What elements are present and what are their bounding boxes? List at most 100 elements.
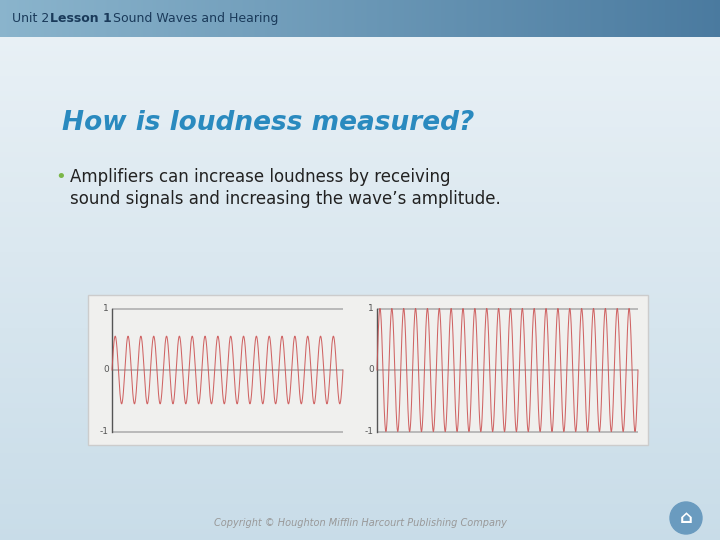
Bar xyxy=(230,0,231,37)
Bar xyxy=(380,0,381,37)
Bar xyxy=(674,0,675,37)
Bar xyxy=(313,0,314,37)
Bar xyxy=(717,0,718,37)
Bar xyxy=(276,0,277,37)
Bar xyxy=(437,0,438,37)
Text: Copyright © Houghton Mifflin Harcourt Publishing Company: Copyright © Houghton Mifflin Harcourt Pu… xyxy=(214,518,506,528)
Bar xyxy=(365,0,366,37)
Bar xyxy=(355,0,356,37)
Bar xyxy=(396,0,397,37)
Bar xyxy=(206,0,207,37)
Bar xyxy=(36,0,37,37)
Bar xyxy=(306,0,307,37)
Bar xyxy=(579,0,580,37)
Bar xyxy=(242,0,243,37)
Bar xyxy=(58,0,59,37)
Bar xyxy=(0,273,720,279)
Bar xyxy=(391,0,392,37)
Bar xyxy=(90,0,91,37)
Bar xyxy=(148,0,149,37)
Bar xyxy=(284,0,285,37)
Bar xyxy=(576,0,577,37)
Bar xyxy=(655,0,656,37)
Bar xyxy=(554,0,555,37)
Bar xyxy=(533,0,534,37)
Bar xyxy=(0,409,720,414)
Bar xyxy=(287,0,288,37)
Bar xyxy=(508,0,509,37)
Bar xyxy=(223,0,224,37)
Bar xyxy=(140,0,141,37)
Bar xyxy=(455,0,456,37)
Bar xyxy=(0,258,720,264)
Bar xyxy=(81,0,82,37)
Bar xyxy=(0,399,720,404)
Bar xyxy=(525,0,526,37)
Bar xyxy=(696,0,697,37)
Bar xyxy=(719,0,720,37)
Bar xyxy=(716,0,717,37)
Bar xyxy=(0,268,720,273)
Bar xyxy=(687,0,688,37)
Bar xyxy=(0,319,720,323)
Bar xyxy=(501,0,502,37)
Bar xyxy=(293,0,294,37)
Bar xyxy=(459,0,460,37)
Bar xyxy=(254,0,255,37)
Bar xyxy=(0,127,720,133)
Bar xyxy=(232,0,233,37)
Bar xyxy=(590,0,591,37)
Bar xyxy=(483,0,484,37)
Bar xyxy=(494,0,495,37)
Bar xyxy=(0,52,720,57)
Bar xyxy=(114,0,115,37)
Bar xyxy=(155,0,156,37)
Bar xyxy=(282,0,283,37)
Bar xyxy=(408,0,409,37)
Bar xyxy=(249,0,250,37)
Bar xyxy=(0,143,720,147)
Bar xyxy=(49,0,50,37)
Bar xyxy=(343,0,344,37)
Text: How is loudness measured?: How is loudness measured? xyxy=(62,110,474,136)
Bar xyxy=(277,0,278,37)
Bar xyxy=(660,0,661,37)
Bar xyxy=(0,163,720,168)
Bar xyxy=(530,0,531,37)
Bar xyxy=(645,0,646,37)
Bar xyxy=(464,0,465,37)
Bar xyxy=(652,0,653,37)
Bar xyxy=(281,0,282,37)
Bar xyxy=(0,419,720,424)
Bar xyxy=(597,0,598,37)
Bar xyxy=(669,0,670,37)
Bar xyxy=(414,0,415,37)
Bar xyxy=(514,0,515,37)
Text: ⌂: ⌂ xyxy=(680,509,693,527)
Bar xyxy=(162,0,163,37)
Bar xyxy=(153,0,154,37)
Bar xyxy=(310,0,311,37)
Text: Sound Waves and Hearing: Sound Waves and Hearing xyxy=(105,12,279,25)
Bar xyxy=(47,0,48,37)
Bar xyxy=(233,0,234,37)
Bar xyxy=(192,0,193,37)
Bar xyxy=(259,0,260,37)
Bar xyxy=(0,193,720,198)
Bar xyxy=(560,0,561,37)
Bar xyxy=(532,0,533,37)
Bar xyxy=(122,0,123,37)
Bar xyxy=(453,0,454,37)
Bar xyxy=(322,0,323,37)
Bar xyxy=(197,0,198,37)
Bar xyxy=(221,0,222,37)
Bar xyxy=(677,0,678,37)
Bar xyxy=(486,0,487,37)
Bar xyxy=(385,0,386,37)
Bar xyxy=(160,0,161,37)
Bar xyxy=(0,183,720,188)
Bar xyxy=(29,0,30,37)
Bar xyxy=(606,0,607,37)
Bar xyxy=(262,0,263,37)
Bar xyxy=(46,0,47,37)
